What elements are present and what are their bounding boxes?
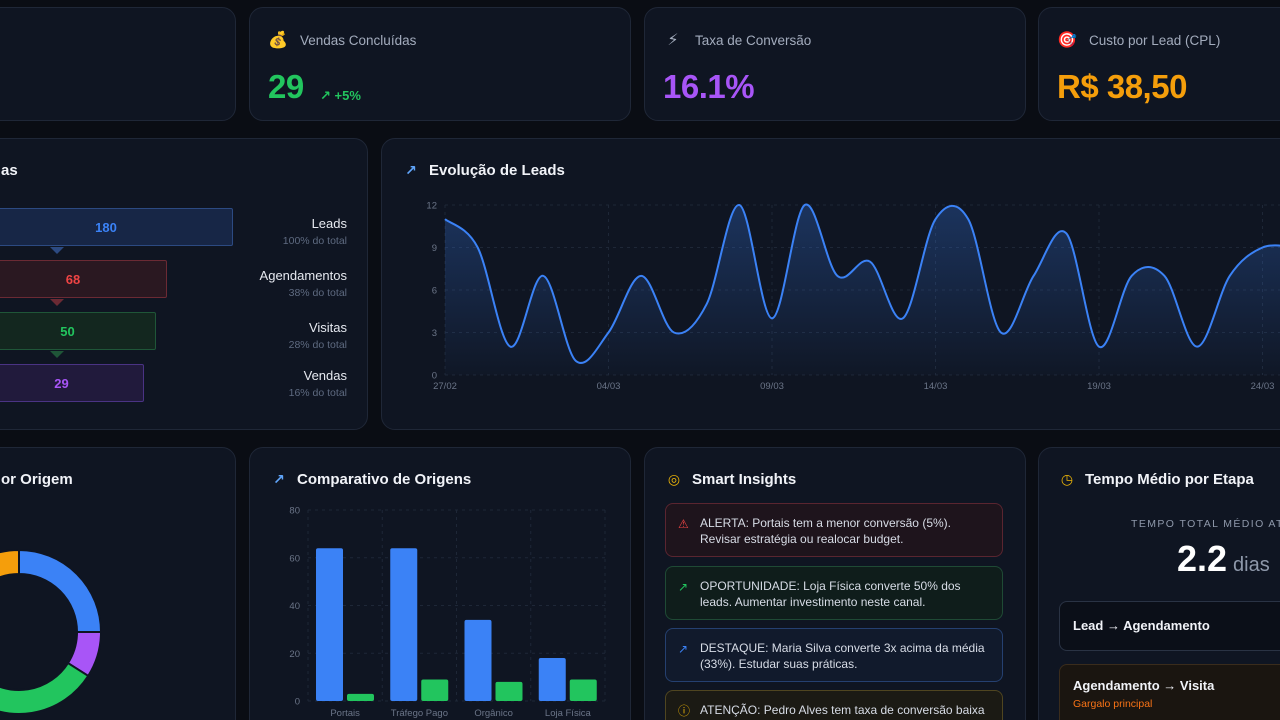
stage-lead-agendamento[interactable]: Lead → Agendamento	[1059, 601, 1280, 651]
funnel-bar-vendas[interactable]: 29	[0, 364, 144, 402]
funnel-arrow	[50, 299, 64, 306]
card-title: Smart Insights	[692, 471, 797, 488]
y-tick-label: 60	[289, 553, 300, 564]
funnel-arrow	[50, 351, 64, 358]
y-tick-label: 6	[432, 286, 437, 297]
info-icon: ⓘ	[678, 704, 691, 718]
insights-card: ◎ Smart Insights ⚠ ALERTA: Portais tem a…	[644, 447, 1026, 720]
kpi-label: Vendas Concluídas	[300, 32, 417, 48]
x-tick-label: 04/03	[597, 381, 621, 392]
kpi-value: 29	[268, 68, 304, 105]
kpi-value: 16.1%	[663, 68, 755, 105]
trend-up-icon: ↗	[678, 642, 689, 656]
kpi-card-sales: 💰 Vendas Concluídas 29 ↗ +5%	[249, 7, 631, 121]
compare-chart-card: ↗ Comparativo de Origens 0 20 40 60 80 Portai…	[249, 447, 631, 720]
leads-chart-card: ↗ Evolução de Leads 0 3 6 9 12 27/02 04/03 09/0…	[381, 138, 1280, 430]
card-title: Evolução de Leads	[429, 162, 565, 179]
funnel-label-vendas: Vendas 16% do total	[288, 368, 347, 399]
funnel-arrow	[50, 247, 64, 254]
funnel-label-agendamentos: Agendamentos 38% do total	[259, 268, 347, 299]
leads-line	[444, 203, 1280, 364]
bar	[464, 619, 492, 701]
origin-donut-chart	[0, 548, 103, 715]
kpi-card-partial	[0, 7, 236, 121]
x-tick-label: Orgânico	[474, 708, 513, 719]
insight-attention[interactable]: ⓘ ATENÇÃO: Pedro Alves tem taxa de conve…	[665, 690, 1003, 720]
kpi-value: R$ 38,50	[1057, 68, 1187, 105]
warning-icon: ⚠	[678, 517, 689, 531]
card-title: Comparativo de Origens	[297, 471, 472, 488]
x-tick-label: 09/03	[760, 381, 784, 392]
kpi-card-conversion: ⚡ Taxa de Conversão 16.1%	[644, 7, 1026, 121]
x-tick-label: Portais	[330, 708, 360, 719]
bar	[495, 681, 523, 701]
kpi-label: Custo por Lead (CPL)	[1089, 32, 1221, 48]
kpi-card-cpl: 🎯 Custo por Lead (CPL) R$ 38,50	[1038, 7, 1280, 121]
trend-up-icon: ↗	[320, 88, 331, 103]
total-time-label: TEMPO TOTAL MÉDIO ATE	[1131, 518, 1280, 530]
bar	[390, 548, 418, 701]
y-tick-label: 0	[295, 697, 300, 708]
kpi-label: Taxa de Conversão	[695, 32, 812, 48]
money-bag-icon: 💰	[268, 32, 288, 49]
bar	[421, 679, 449, 701]
donut-slice	[18, 548, 103, 633]
funnel-bar-agendamentos[interactable]: 68	[0, 260, 167, 298]
donut-slice	[0, 661, 90, 715]
x-tick-label: 27/02	[433, 381, 457, 392]
y-tick-label: 3	[432, 328, 437, 339]
lightning-icon: ⚡	[667, 32, 679, 49]
area-fill	[445, 204, 1280, 375]
y-tick-label: 20	[289, 649, 300, 660]
insight-alert[interactable]: ⚠ ALERTA: Portais tem a menor conversão …	[665, 503, 1003, 557]
origins-bar-chart: 0 20 40 60 80 Portais Tráfego Pago Orgânico Loja…	[289, 506, 606, 719]
target-icon: ◎	[667, 471, 681, 487]
clock-icon: ◷	[1060, 471, 1074, 487]
bar	[538, 658, 566, 701]
x-tick-label: Tráfego Pago	[391, 708, 448, 719]
funnel-card: as 180 Leads 100% do total 68 Agendament…	[0, 138, 368, 430]
card-title: or Origem	[1, 471, 73, 488]
donut-slice	[0, 548, 20, 579]
card-title: as	[1, 162, 18, 179]
funnel-bar-visitas[interactable]: 50	[0, 312, 156, 350]
total-time-value: 2.2 dias	[1177, 538, 1270, 579]
kpi-delta-badge: ↗ +5%	[320, 88, 361, 103]
trend-up-icon: ↗	[405, 162, 417, 178]
y-tick-label: 9	[432, 243, 437, 254]
funnel-label-leads: Leads 100% do total	[282, 216, 347, 247]
bar	[316, 548, 343, 701]
bottleneck-badge: Gargalo principal	[1073, 698, 1153, 710]
stage-agendamento-visita[interactable]: Agendamento → Visita Gargalo principal	[1059, 664, 1280, 720]
insight-opportunity[interactable]: ↗ OPORTUNIDADE: Loja Física converte 50%…	[665, 566, 1003, 620]
insight-highlight[interactable]: ↗ DESTAQUE: Maria Silva converte 3x acim…	[665, 628, 1003, 682]
y-tick-label: 0	[432, 371, 437, 382]
time-per-stage-card: ◷ Tempo Médio por Etapa TEMPO TOTAL MÉDI…	[1038, 447, 1280, 720]
target-icon: 🎯	[1057, 32, 1077, 49]
x-tick-label: 14/03	[924, 381, 948, 392]
card-title: Tempo Médio por Etapa	[1085, 471, 1254, 488]
funnel-bar-leads[interactable]: 180	[0, 208, 233, 246]
y-tick-label: 80	[289, 506, 300, 517]
leads-line-chart: 0 3 6 9 12 27/02 04/03 09/03 14/03 19/03 24/03	[426, 201, 1280, 392]
funnel-label-visitas: Visitas 28% do total	[288, 320, 347, 351]
x-tick-label: 19/03	[1087, 381, 1111, 392]
trend-up-icon: ↗	[678, 580, 689, 594]
y-tick-label: 12	[426, 201, 437, 212]
x-tick-label: 24/03	[1251, 381, 1275, 392]
x-tick-label: Loja Física	[545, 708, 592, 719]
bar	[569, 679, 597, 701]
y-tick-label: 40	[289, 601, 300, 612]
origin-donut-card: or Origem	[0, 447, 236, 720]
bar	[347, 693, 374, 701]
trend-up-icon: ↗	[273, 471, 285, 487]
